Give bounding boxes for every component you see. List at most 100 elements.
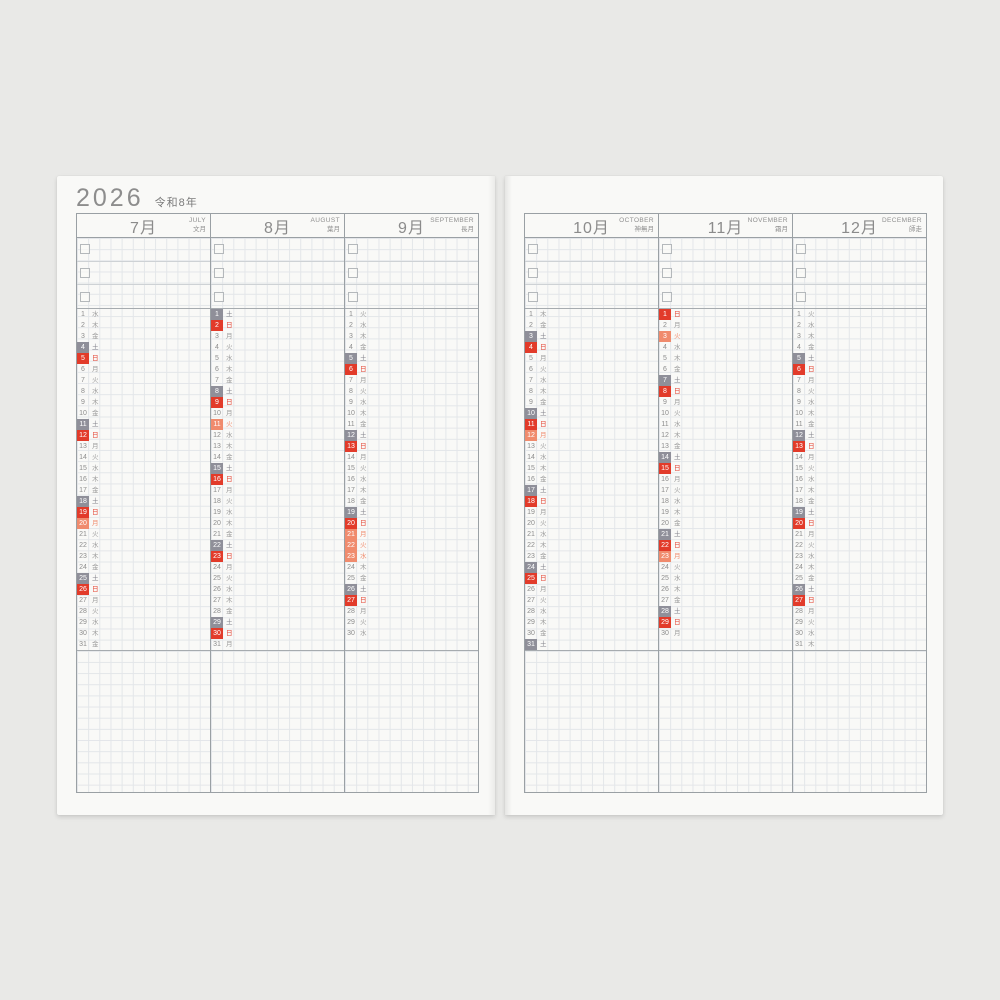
day-number: 23	[345, 551, 357, 562]
month-header: 10月 OCTOBER 神無月	[525, 214, 658, 238]
weekday-label: 月	[540, 432, 547, 439]
day-number: 27	[345, 595, 357, 606]
day-row: 28 月	[793, 606, 926, 617]
day-number: 7	[81, 377, 85, 384]
day-number: 18	[213, 498, 221, 505]
day-row: 30 木	[77, 628, 210, 639]
day-row: 10 金	[77, 408, 210, 419]
todo-row	[525, 260, 658, 285]
weekday-label: 金	[808, 421, 815, 428]
day-row: 18 火	[211, 496, 344, 507]
day-row: 27 月	[77, 595, 210, 606]
calendar-sheet-right: 10月 OCTOBER 神無月 1 木 2 金 3 土 4 日 5 月 6 火 7 水 8 木 9 金 10 土 11 日 12 月…	[524, 213, 927, 793]
day-number: 6	[215, 366, 219, 373]
checkbox-icon	[662, 268, 672, 278]
weekday-label: 土	[226, 542, 233, 549]
day-number: 13	[345, 441, 357, 452]
weekday-label: 日	[540, 498, 547, 505]
day-number: 11	[211, 419, 223, 430]
day-number: 4	[215, 344, 219, 351]
day-number: 21	[527, 531, 535, 538]
weekday-label: 金	[226, 377, 233, 384]
day-number: 23	[211, 551, 223, 562]
day-number: 4	[77, 342, 89, 353]
day-number: 17	[347, 487, 355, 494]
day-number: 30	[527, 630, 535, 637]
weekday-label: 木	[360, 564, 367, 571]
day-number: 25	[347, 575, 355, 582]
weekday-label: 土	[92, 575, 99, 582]
weekday-label: 土	[226, 619, 233, 626]
day-number: 24	[525, 562, 537, 573]
weekday-label: 金	[540, 476, 547, 483]
day-number: 13	[79, 443, 87, 450]
weekday-label: 木	[226, 443, 233, 450]
todo-row	[77, 260, 210, 285]
day-number: 5	[345, 353, 357, 364]
day-number: 4	[349, 344, 353, 351]
weekday-label: 木	[808, 410, 815, 417]
weekday-label: 日	[540, 575, 547, 582]
day-number: 23	[79, 553, 87, 560]
day-row: 15 土	[211, 463, 344, 474]
day-number: 8	[797, 388, 801, 395]
day-row: 26 水	[211, 584, 344, 595]
weekday-label: 火	[674, 564, 681, 571]
weekday-label: 日	[360, 366, 367, 373]
day-number: 17	[79, 487, 87, 494]
day-row: 15 火	[345, 463, 478, 474]
day-row: 26 月	[525, 584, 658, 595]
todo-section	[345, 238, 478, 309]
weekday-label: 月	[226, 333, 233, 340]
day-number: 20	[527, 520, 535, 527]
day-number: 26	[661, 586, 669, 593]
weekday-label: 水	[540, 531, 547, 538]
day-row: 22 水	[77, 540, 210, 551]
month-name-en: SEPTEMBER	[430, 217, 474, 224]
day-number: 12	[77, 430, 89, 441]
weekday-label: 火	[674, 333, 681, 340]
weekday-label: 金	[92, 487, 99, 494]
day-number: 15	[79, 465, 87, 472]
notes-area	[525, 651, 658, 792]
weekday-label: 日	[808, 597, 815, 604]
weekday-label: 金	[540, 553, 547, 560]
weekday-label: 日	[92, 432, 99, 439]
day-row: 14 水	[525, 452, 658, 463]
day-number: 17	[661, 487, 669, 494]
weekday-label: 木	[674, 355, 681, 362]
day-row: 27 木	[211, 595, 344, 606]
day-row: 11 水	[659, 419, 792, 430]
day-number: 21	[659, 529, 671, 540]
weekday-label: 日	[674, 619, 681, 626]
weekday-label: 水	[226, 355, 233, 362]
day-number: 5	[77, 353, 89, 364]
weekday-label: 水	[540, 608, 547, 615]
day-row: 17 木	[345, 485, 478, 496]
day-number: 9	[349, 399, 353, 406]
weekday-label: 月	[674, 399, 681, 406]
day-number: 14	[213, 454, 221, 461]
day-row: 24 木	[345, 562, 478, 573]
day-row: 20 火	[525, 518, 658, 529]
weekday-label: 木	[808, 641, 815, 648]
weekday-label: 木	[808, 333, 815, 340]
day-row: 27 金	[659, 595, 792, 606]
weekday-label: 日	[808, 520, 815, 527]
month-body: 1 木 2 金 3 土 4 日 5 月 6 火 7 水 8 木 9 金 10 土 11 日 12 月 13 火 14 水 15 木 16 金 1…	[525, 238, 658, 792]
day-row: 28 水	[525, 606, 658, 617]
weekday-label: 水	[92, 619, 99, 626]
weekday-label: 日	[674, 311, 681, 318]
left-page: 2026 令和8年 7月 JULY 文月 1 水 2 木 3 金 4 土 5 日 6 月 7 火 8 水 9 木 10 金 11…	[57, 176, 495, 815]
weekday-label: 土	[360, 586, 367, 593]
weekday-label: 木	[92, 476, 99, 483]
day-number: 2	[797, 322, 801, 329]
day-row: 17 土	[525, 485, 658, 496]
